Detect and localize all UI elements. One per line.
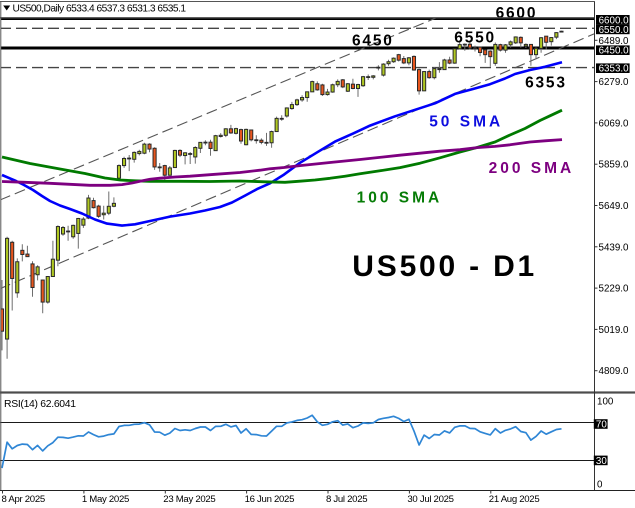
svg-text:100: 100 xyxy=(597,397,614,408)
svg-text:5649.0: 5649.0 xyxy=(599,201,630,212)
svg-text:5859.0: 5859.0 xyxy=(599,160,630,171)
svg-text:100 SMA: 100 SMA xyxy=(357,190,443,207)
svg-text:6550: 6550 xyxy=(454,30,496,47)
svg-text:US500,Daily 6533.4 6537.3 653: US500,Daily 6533.4 6537.3 6531.3 6535.1 xyxy=(13,4,187,15)
svg-text:1 May 2025: 1 May 2025 xyxy=(82,494,129,505)
svg-text:16 Jun 2025: 16 Jun 2025 xyxy=(245,494,295,505)
svg-text:70: 70 xyxy=(596,420,607,431)
svg-text:US500 - D1: US500 - D1 xyxy=(352,250,537,283)
svg-text:50 SMA: 50 SMA xyxy=(429,114,503,131)
svg-text:23 May 2025: 23 May 2025 xyxy=(163,494,215,505)
svg-text:5229.0: 5229.0 xyxy=(599,284,630,295)
svg-text:6600.0: 6600.0 xyxy=(599,15,630,26)
svg-text:RSI(14) 62.6041: RSI(14) 62.6041 xyxy=(4,399,76,410)
svg-text:8 Apr 2025: 8 Apr 2025 xyxy=(2,494,45,505)
svg-text:21 Aug 2025: 21 Aug 2025 xyxy=(489,494,540,505)
svg-text:6353: 6353 xyxy=(525,75,567,92)
svg-text:6279.0: 6279.0 xyxy=(599,77,630,88)
svg-text:6450.0: 6450.0 xyxy=(599,46,630,57)
svg-text:0: 0 xyxy=(597,479,603,490)
svg-text:5019.0: 5019.0 xyxy=(599,325,630,336)
svg-text:6489.0: 6489.0 xyxy=(599,36,630,47)
svg-text:30 Jul 2025: 30 Jul 2025 xyxy=(407,494,453,505)
svg-text:200 SMA: 200 SMA xyxy=(489,160,575,177)
svg-text:8 Jul 2025: 8 Jul 2025 xyxy=(326,494,367,505)
svg-text:6069.0: 6069.0 xyxy=(599,118,630,129)
svg-text:6600: 6600 xyxy=(496,5,538,22)
svg-text:30: 30 xyxy=(596,456,607,467)
svg-text:5439.0: 5439.0 xyxy=(599,242,630,253)
svg-text:6550.0: 6550.0 xyxy=(599,25,630,36)
svg-text:4809.0: 4809.0 xyxy=(599,366,630,377)
svg-text:6353.0: 6353.0 xyxy=(599,64,630,75)
svg-text:6450: 6450 xyxy=(352,32,394,49)
